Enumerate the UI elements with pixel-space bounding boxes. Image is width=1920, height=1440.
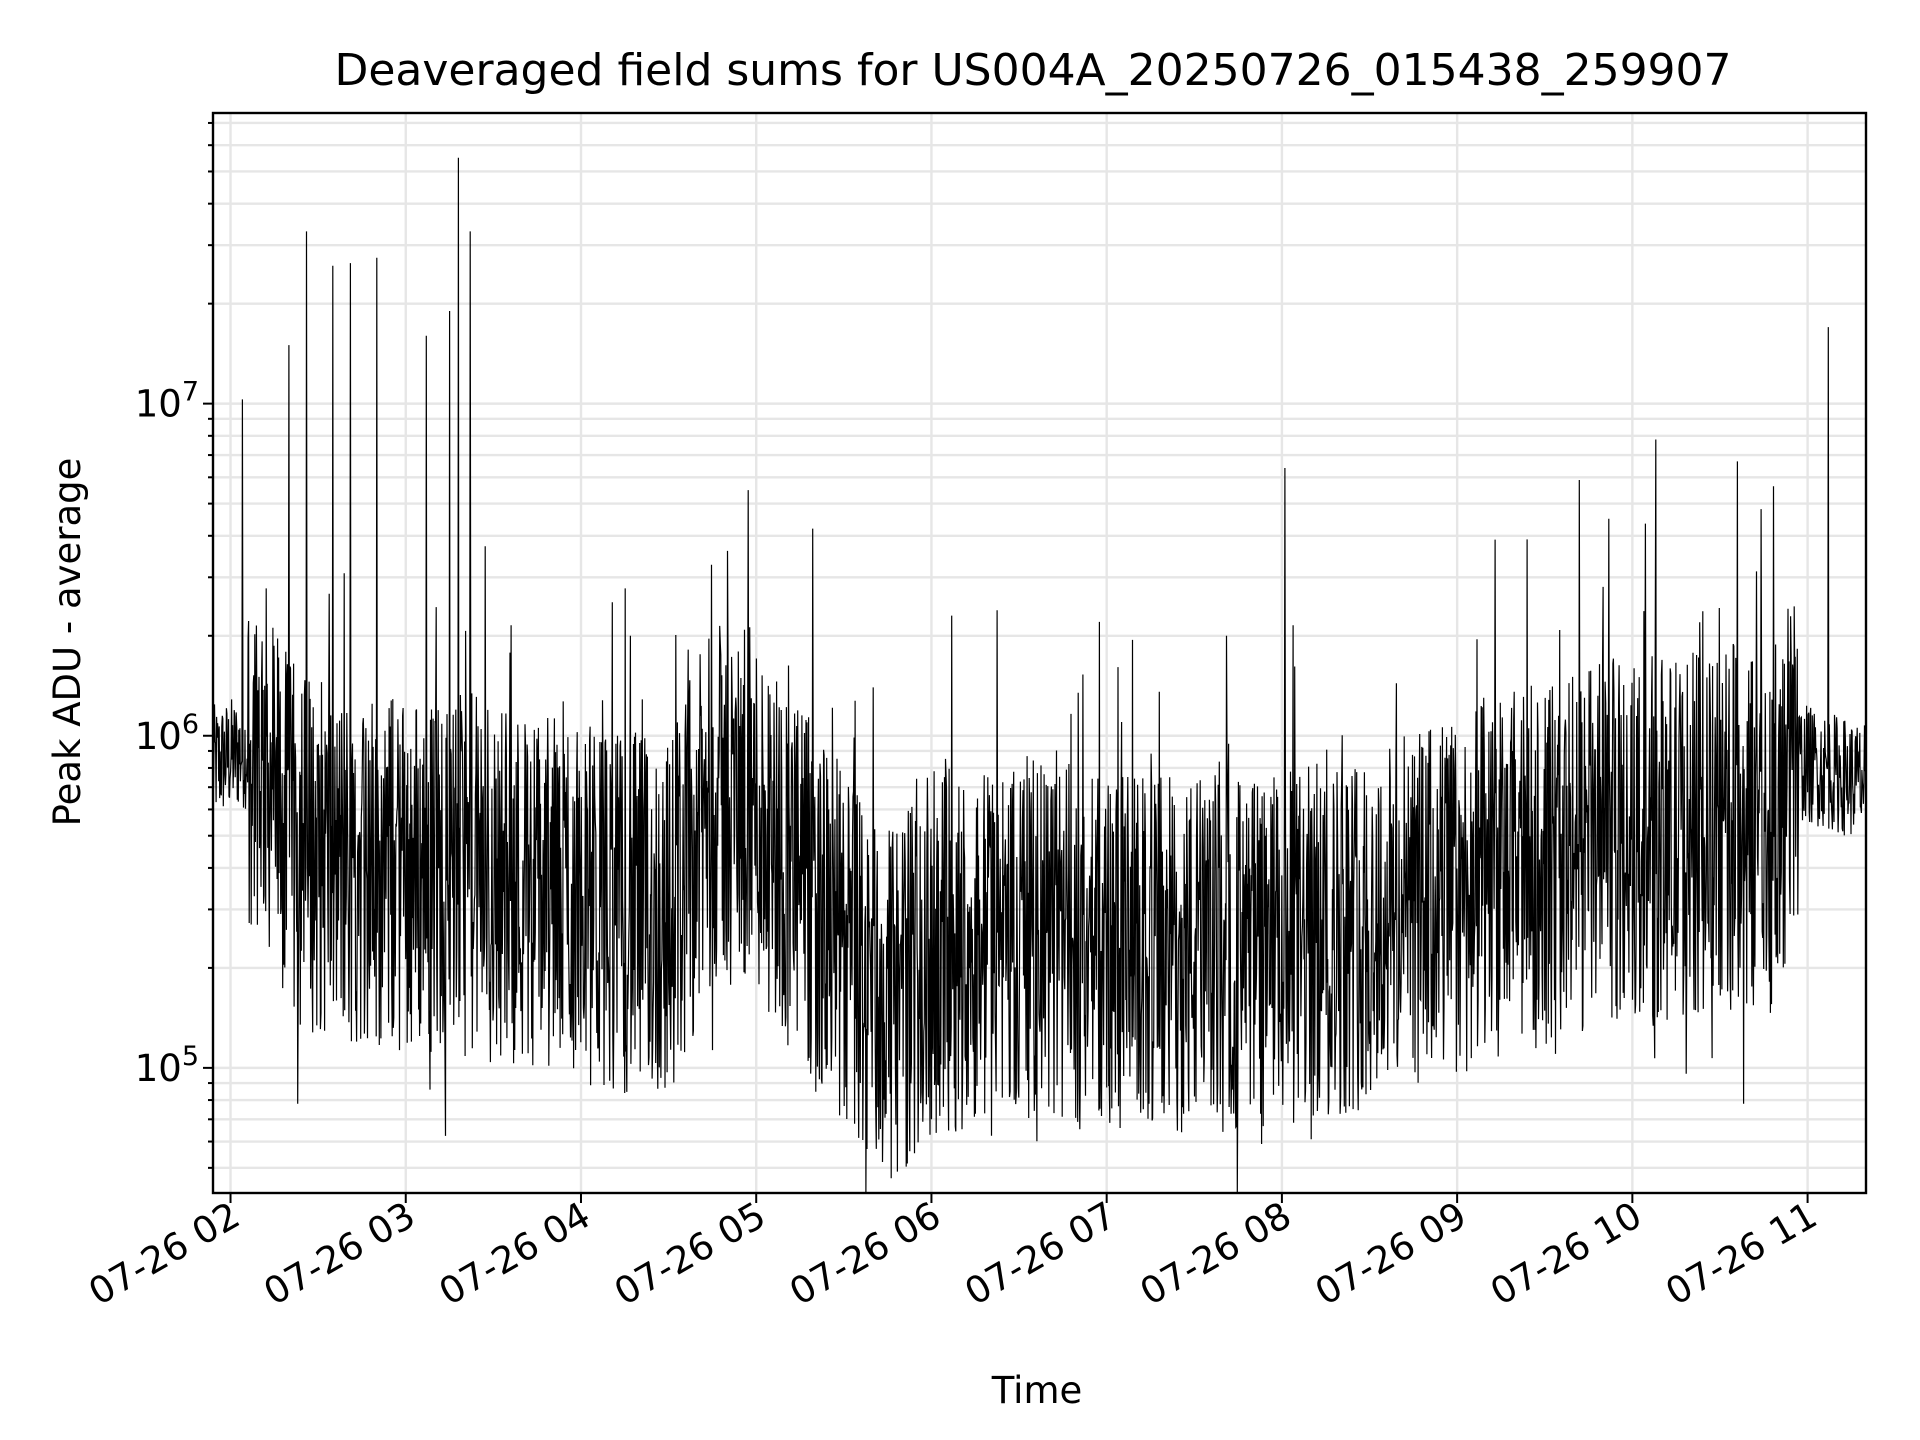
series-layer: [212, 157, 1867, 1194]
x-tick-label: 07-26 10: [1483, 1194, 1649, 1314]
x-axis-label: Time: [991, 1369, 1083, 1412]
y-axis-label: Peak ADU - average: [46, 458, 89, 827]
x-tick-label: 07-26 03: [257, 1194, 423, 1314]
y-tick-label: 107: [135, 377, 199, 426]
x-tick-label: 07-26 11: [1659, 1194, 1825, 1314]
y-tick-label: 105: [135, 1041, 199, 1090]
x-tick-label: 07-26 09: [1308, 1194, 1474, 1314]
chart-title: Deaveraged field sums for US004A_2025072…: [334, 45, 1731, 96]
x-tick-label: 07-26 05: [607, 1194, 773, 1314]
plot-frame: [211, 111, 1868, 1195]
series-line: [212, 157, 1867, 1194]
x-tick-label: 07-26 06: [782, 1194, 948, 1314]
x-tick-label: 07-26 02: [81, 1194, 247, 1314]
y-tick-label: 106: [135, 709, 199, 758]
x-tick-label: 07-26 08: [1133, 1194, 1299, 1314]
x-tick-label: 07-26 07: [958, 1194, 1124, 1314]
x-tick-label: 07-26 04: [432, 1194, 598, 1314]
